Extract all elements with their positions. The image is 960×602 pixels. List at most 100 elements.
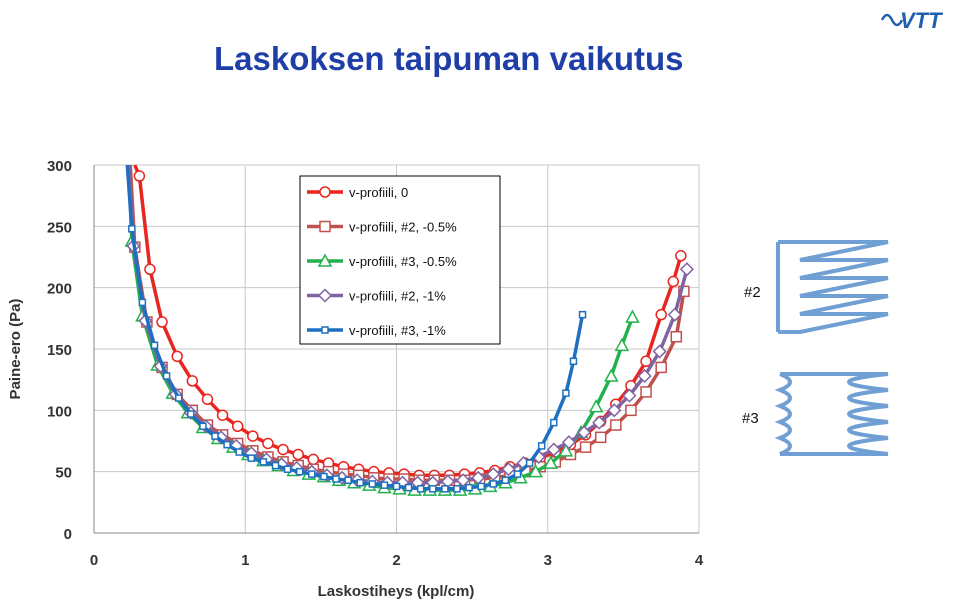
data-point (501, 476, 510, 485)
data-point (525, 459, 534, 467)
x-tick-label: 1 (241, 552, 249, 569)
data-point (201, 393, 214, 406)
data-point (637, 368, 652, 384)
data-point (489, 480, 498, 488)
data-point (332, 475, 340, 483)
series-line (125, 164, 585, 491)
data-point (477, 482, 485, 491)
data-point (187, 410, 195, 418)
legend-label: v-profiili, #3, -1% (349, 323, 446, 338)
data-point (262, 437, 274, 450)
y-tick-label: 200 (47, 281, 72, 298)
data-point (501, 462, 516, 477)
data-point (216, 409, 229, 421)
data-point (579, 441, 592, 453)
data-point (404, 483, 413, 492)
data-point (138, 298, 147, 307)
data-point (513, 470, 522, 478)
data-point (569, 357, 578, 366)
axis-layer: 0 50 100 150 200 250 300 0 1 2 3 4 (47, 158, 704, 569)
data-point (550, 418, 558, 427)
data-point (667, 275, 680, 288)
y-tick-label: 100 (47, 403, 72, 420)
x-axis-label: Laskostiheys (kpl/cm) (318, 583, 475, 600)
logo-text: VTT (900, 8, 943, 33)
data-point (356, 478, 364, 487)
data-point (655, 361, 667, 374)
data-point (144, 263, 156, 276)
data-point (292, 448, 304, 461)
data-point (486, 467, 501, 482)
data-point (308, 470, 316, 478)
legend-label: v-profiili, 0 (349, 185, 408, 200)
legend-label: v-profiili, #3, -0.5% (349, 254, 457, 269)
data-point (380, 481, 389, 489)
data-point (171, 350, 183, 363)
data-point (594, 431, 607, 444)
data-point (368, 480, 377, 488)
data-point (156, 316, 168, 328)
y-axis-label: Paine-ero (Pa) (7, 299, 24, 400)
y-tick-label: 0 (64, 526, 72, 543)
data-point (235, 448, 243, 456)
profile-3-sketch (774, 372, 889, 456)
data-point (259, 458, 268, 466)
legend-marker (321, 326, 329, 334)
legend-marker (319, 220, 331, 233)
legend-label: v-profiili, #2, -0.5% (349, 220, 457, 235)
data-point (186, 375, 199, 387)
data-point (441, 485, 449, 493)
data-point (667, 307, 682, 322)
data-point (150, 341, 159, 350)
data-point (247, 454, 256, 462)
y-tick-label: 300 (47, 158, 72, 175)
data-point (344, 476, 352, 485)
data-point (174, 394, 183, 402)
data-point (199, 422, 207, 431)
data-point (295, 467, 304, 476)
data-point (610, 419, 622, 431)
profile-label-3: #3 (742, 410, 759, 427)
data-point (537, 442, 546, 450)
pleat-profile-illustration (774, 240, 889, 456)
data-point (416, 485, 425, 493)
legend-label: v-profiili, #2, -1% (349, 289, 446, 304)
data-point (592, 415, 607, 430)
series-layer (124, 164, 694, 496)
legend: v-profiili, 0 v-profiili, #2, -0.5% v-prof… (299, 175, 501, 345)
x-tick-label: 4 (695, 552, 704, 569)
data-point (604, 368, 619, 382)
data-point (231, 420, 244, 433)
data-point (670, 330, 683, 343)
data-point (652, 344, 667, 359)
data-point (679, 262, 694, 277)
data-point (211, 432, 219, 440)
data-point (133, 170, 146, 182)
legend-marker (319, 186, 331, 198)
data-point (576, 425, 592, 440)
data-point (320, 472, 328, 481)
data-point (625, 404, 637, 417)
data-point (283, 465, 292, 473)
data-point (528, 464, 543, 478)
profile-label-2: #2 (744, 284, 761, 301)
data-point (247, 430, 259, 442)
data-point (588, 399, 604, 413)
data-point (453, 485, 461, 493)
data-point (614, 337, 630, 352)
data-point (622, 388, 637, 403)
vtt-logo: VTT (880, 8, 943, 33)
data-point (546, 442, 561, 457)
y-tick-label: 150 (47, 342, 72, 359)
data-point (675, 250, 687, 262)
data-point (162, 372, 171, 380)
data-point (465, 483, 473, 492)
data-point (578, 310, 587, 319)
data-point (640, 386, 652, 398)
data-point (558, 443, 574, 457)
series-5 (125, 164, 587, 493)
slide-title: Laskoksen taipuman vaikutus (214, 40, 684, 77)
data-point (271, 461, 280, 470)
data-point (655, 308, 667, 321)
